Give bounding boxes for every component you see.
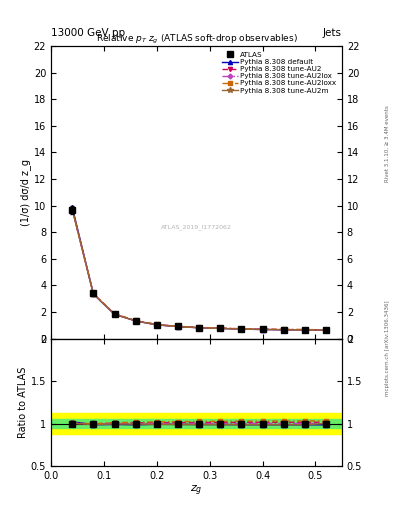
Pythia 8.308 tune-AU2loxx <box>176 323 180 329</box>
Pythia 8.308 default <box>112 311 117 317</box>
Pythia 8.308 tune-AU2loxx <box>260 326 265 332</box>
Pythia 8.308 default <box>70 204 75 210</box>
Pythia 8.308 default <box>91 291 96 297</box>
Title: Relative $p_T$ $z_g$ (ATLAS soft-drop observables): Relative $p_T$ $z_g$ (ATLAS soft-drop ob… <box>95 33 298 46</box>
Pythia 8.308 tune-AU2m <box>197 325 202 331</box>
Text: 13000 GeV pp: 13000 GeV pp <box>51 28 125 38</box>
Pythia 8.308 default <box>133 318 138 324</box>
Legend: ATLAS, Pythia 8.308 default, Pythia 8.308 tune-AU2, Pythia 8.308 tune-AU2lox, Py: ATLAS, Pythia 8.308 default, Pythia 8.30… <box>220 50 338 96</box>
Pythia 8.308 tune-AU2loxx <box>154 322 159 328</box>
Y-axis label: Ratio to ATLAS: Ratio to ATLAS <box>18 367 28 438</box>
Pythia 8.308 tune-AU2lox <box>154 322 159 328</box>
Pythia 8.308 tune-AU2loxx <box>239 326 244 332</box>
Pythia 8.308 tune-AU2 <box>239 326 244 332</box>
Pythia 8.308 tune-AU2 <box>154 322 159 328</box>
Pythia 8.308 tune-AU2 <box>324 327 329 333</box>
Pythia 8.308 tune-AU2 <box>197 325 202 331</box>
Pythia 8.308 tune-AU2 <box>112 311 117 317</box>
Pythia 8.308 tune-AU2m <box>133 318 138 324</box>
Pythia 8.308 tune-AU2loxx <box>70 205 75 211</box>
Pythia 8.308 default <box>154 322 159 328</box>
Pythia 8.308 tune-AU2lox <box>112 311 117 317</box>
Pythia 8.308 tune-AU2loxx <box>324 327 329 333</box>
Pythia 8.308 tune-AU2lox <box>133 317 138 324</box>
Pythia 8.308 tune-AU2loxx <box>303 327 307 333</box>
Pythia 8.308 tune-AU2lox <box>281 327 286 333</box>
Pythia 8.308 tune-AU2loxx <box>218 325 223 331</box>
Pythia 8.308 tune-AU2lox <box>324 327 329 333</box>
Pythia 8.308 tune-AU2lox <box>91 291 96 297</box>
Pythia 8.308 tune-AU2lox <box>303 327 307 333</box>
Pythia 8.308 tune-AU2 <box>281 327 286 333</box>
Pythia 8.308 tune-AU2m <box>281 327 286 333</box>
X-axis label: $z_g$: $z_g$ <box>190 483 203 498</box>
Pythia 8.308 tune-AU2m <box>70 206 75 212</box>
Line: Pythia 8.308 tune-AU2lox: Pythia 8.308 tune-AU2lox <box>70 208 328 332</box>
Pythia 8.308 tune-AU2m <box>324 327 329 333</box>
Pythia 8.308 tune-AU2loxx <box>197 324 202 330</box>
Pythia 8.308 tune-AU2 <box>218 325 223 331</box>
Line: Pythia 8.308 default: Pythia 8.308 default <box>70 205 328 332</box>
Pythia 8.308 default <box>260 327 265 333</box>
Pythia 8.308 tune-AU2m <box>176 324 180 330</box>
Pythia 8.308 default <box>218 326 223 332</box>
Text: ATLAS_2019_I1772062: ATLAS_2019_I1772062 <box>161 225 232 230</box>
Pythia 8.308 tune-AU2 <box>70 206 75 212</box>
Pythia 8.308 tune-AU2m <box>239 326 244 332</box>
Pythia 8.308 tune-AU2lox <box>218 325 223 331</box>
Pythia 8.308 tune-AU2lox <box>239 326 244 332</box>
Text: Jets: Jets <box>323 28 342 38</box>
Pythia 8.308 tune-AU2lox <box>70 206 75 212</box>
Pythia 8.308 tune-AU2m <box>154 322 159 328</box>
Pythia 8.308 tune-AU2loxx <box>133 317 138 324</box>
Pythia 8.308 tune-AU2lox <box>197 325 202 331</box>
Pythia 8.308 tune-AU2 <box>176 323 180 329</box>
Pythia 8.308 tune-AU2lox <box>176 324 180 330</box>
Text: Rivet 3.1.10, ≥ 3.4M events: Rivet 3.1.10, ≥ 3.4M events <box>385 105 389 182</box>
Y-axis label: (1/σ) dσ/d z_g: (1/σ) dσ/d z_g <box>20 159 31 226</box>
Line: Pythia 8.308 tune-AU2: Pythia 8.308 tune-AU2 <box>70 207 328 332</box>
Pythia 8.308 tune-AU2loxx <box>281 326 286 332</box>
Pythia 8.308 default <box>176 324 180 330</box>
Pythia 8.308 tune-AU2m <box>218 326 223 332</box>
Pythia 8.308 default <box>324 327 329 333</box>
Pythia 8.308 default <box>281 327 286 333</box>
Pythia 8.308 tune-AU2loxx <box>91 290 96 296</box>
Pythia 8.308 tune-AU2m <box>260 327 265 333</box>
Line: Pythia 8.308 tune-AU2m: Pythia 8.308 tune-AU2m <box>70 206 329 333</box>
Pythia 8.308 tune-AU2 <box>133 317 138 324</box>
Pythia 8.308 default <box>197 325 202 331</box>
Pythia 8.308 tune-AU2m <box>91 291 96 297</box>
Line: Pythia 8.308 tune-AU2loxx: Pythia 8.308 tune-AU2loxx <box>70 207 328 332</box>
Pythia 8.308 tune-AU2lox <box>260 326 265 332</box>
Pythia 8.308 default <box>303 327 307 333</box>
Pythia 8.308 tune-AU2 <box>260 326 265 332</box>
Pythia 8.308 tune-AU2 <box>303 327 307 333</box>
Pythia 8.308 tune-AU2loxx <box>112 311 117 317</box>
Pythia 8.308 tune-AU2 <box>91 291 96 297</box>
Pythia 8.308 tune-AU2m <box>303 327 307 333</box>
Pythia 8.308 tune-AU2m <box>112 311 117 317</box>
Pythia 8.308 default <box>239 326 244 332</box>
Text: mcplots.cern.ch [arXiv:1306.3436]: mcplots.cern.ch [arXiv:1306.3436] <box>385 301 389 396</box>
